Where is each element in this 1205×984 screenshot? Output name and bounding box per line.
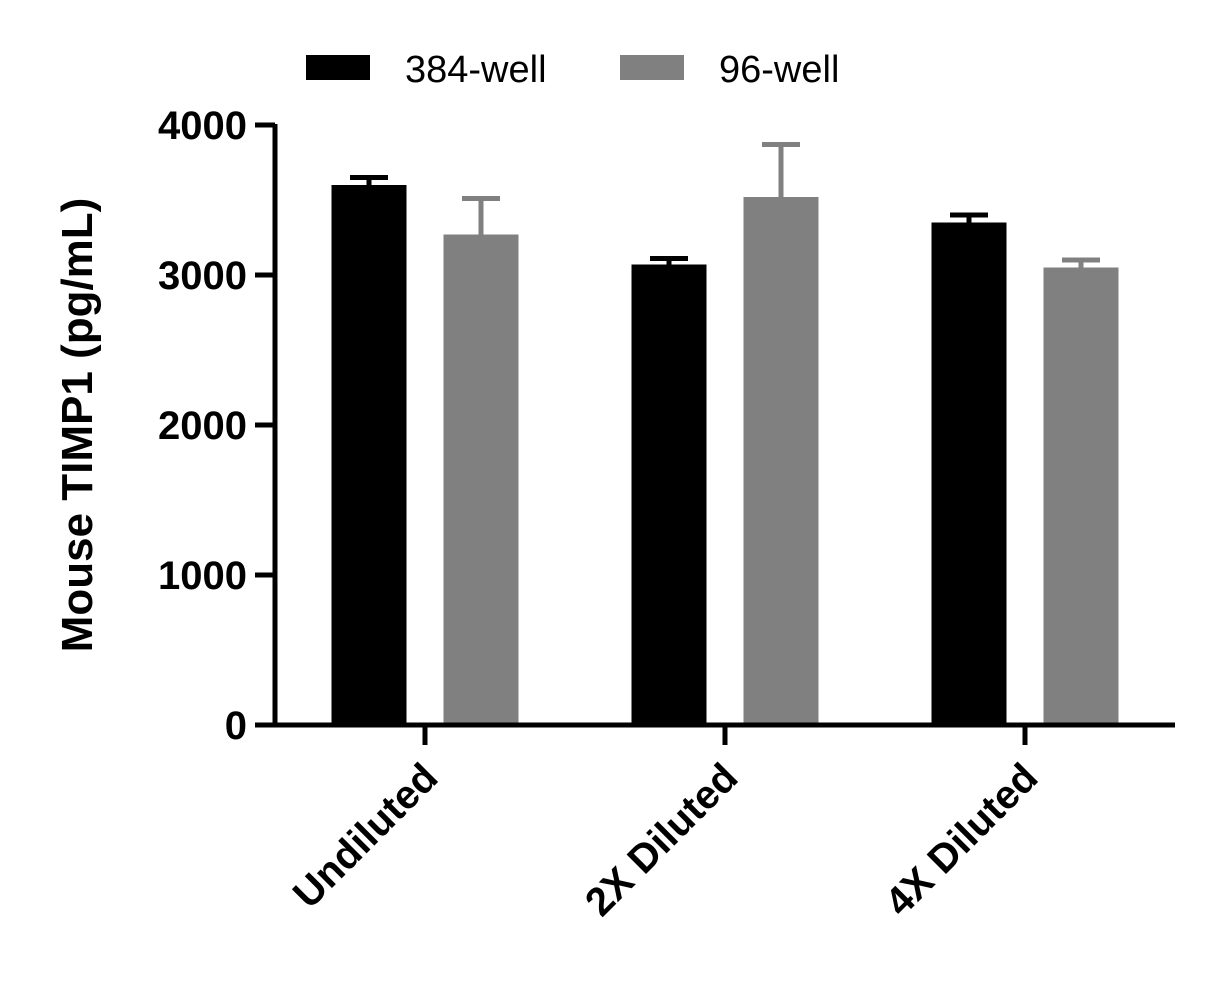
bar	[931, 222, 1007, 725]
x-tick-label: 4X Diluted	[877, 755, 1046, 924]
bar	[443, 234, 519, 725]
bar	[1043, 267, 1119, 725]
bars	[331, 142, 1119, 725]
y-tick-label: 2000	[158, 404, 247, 448]
bar	[631, 264, 707, 725]
legend-swatch	[306, 55, 370, 80]
x-tick-label: Undiluted	[285, 755, 447, 917]
legend-label: 384-well	[405, 49, 547, 91]
x-tick-label: 2X Diluted	[577, 755, 746, 924]
y-axis-title: Mouse TIMP1 (pg/mL)	[53, 198, 102, 653]
y-tick-label: 0	[225, 704, 247, 748]
bar	[331, 185, 407, 725]
legend: 384-well 96-well	[306, 49, 839, 91]
legend-label: 96-well	[719, 49, 839, 91]
bar	[743, 197, 819, 725]
y-tick-label: 3000	[158, 254, 247, 298]
legend-swatch	[620, 55, 684, 80]
y-tick-label: 4000	[158, 104, 247, 148]
y-tick-label: 1000	[158, 554, 247, 598]
